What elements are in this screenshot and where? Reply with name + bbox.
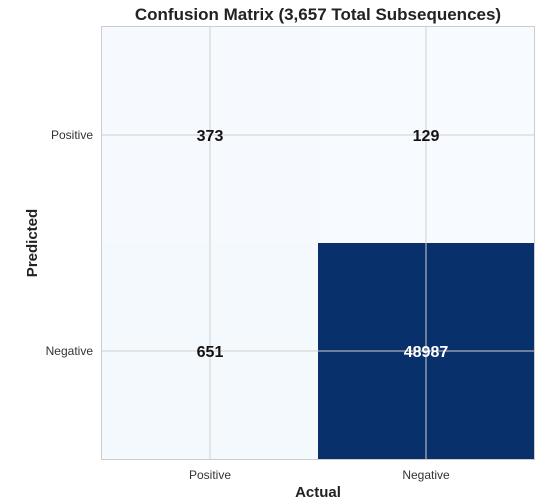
x-tick-negative: Negative <box>402 468 450 482</box>
cell-label-positive-positive: 373 <box>197 128 224 145</box>
y-tick-positive: Positive <box>51 128 93 142</box>
cell-labels: 373 129 651 48987 <box>197 128 449 361</box>
cell-label-negative-positive: 651 <box>197 344 224 361</box>
x-tick-labels: Positive Negative <box>189 468 450 482</box>
y-tick-negative: Negative <box>46 344 94 358</box>
heatmap-cells <box>102 27 534 459</box>
plot-frame <box>101 26 535 460</box>
chart-title: Confusion Matrix (3,657 Total Subsequenc… <box>135 5 501 24</box>
y-tick-labels: Positive Negative <box>46 128 94 358</box>
gridlines <box>102 27 534 459</box>
x-tick-positive: Positive <box>189 468 231 482</box>
cell-label-positive-negative: 129 <box>413 128 440 145</box>
cell-label-negative-negative: 48987 <box>404 344 449 361</box>
y-axis-label: Predicted <box>24 209 41 277</box>
x-axis-label: Actual <box>295 484 341 501</box>
